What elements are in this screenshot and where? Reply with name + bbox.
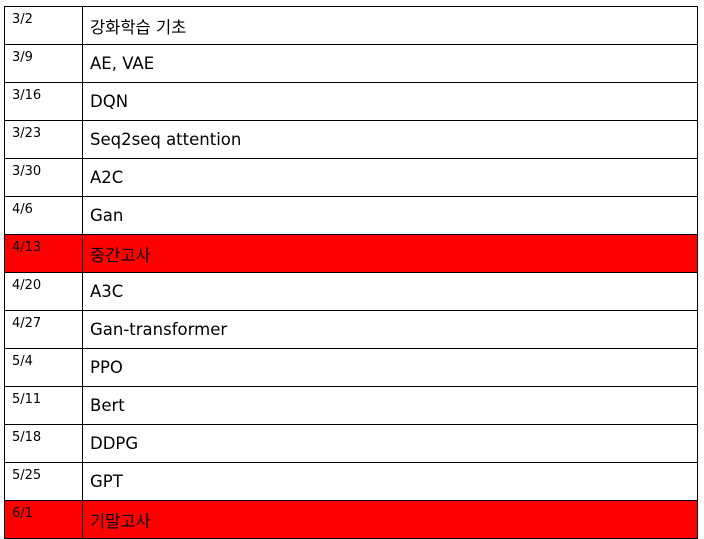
date-cell: 3/23 [4,120,83,159]
date-cell: 3/9 [4,44,83,83]
date-cell: 3/2 [4,6,83,45]
table-row: 4/20 A3C [4,272,698,311]
topic-cell: 기말고사 [82,500,698,539]
topic-cell: 강화학습 기초 [82,6,698,45]
topic-cell: A3C [82,272,698,311]
schedule-body: 3/2 강화학습 기초 3/9 AE, VAE 3/16 DQN 3/23 Se… [4,6,698,539]
topic-cell: DDPG [82,424,698,463]
topic-cell: A2C [82,158,698,197]
table-row: 5/4 PPO [4,348,698,387]
date-cell: 4/20 [4,272,83,311]
topic-cell: Seq2seq attention [82,120,698,159]
table-row-highlight: 6/1 기말고사 [4,500,698,539]
date-cell: 4/13 [4,234,83,273]
topic-cell: AE, VAE [82,44,698,83]
table-row: 5/11 Bert [4,386,698,425]
date-cell: 5/11 [4,386,83,425]
date-cell: 3/30 [4,158,83,197]
table-row: 3/30 A2C [4,158,698,197]
schedule-table: 3/2 강화학습 기초 3/9 AE, VAE 3/16 DQN 3/23 Se… [4,6,698,539]
date-cell: 5/25 [4,462,83,501]
date-cell: 4/6 [4,196,83,235]
table-row: 3/16 DQN [4,82,698,121]
date-cell: 3/16 [4,82,83,121]
topic-cell: Bert [82,386,698,425]
table-row: 4/6 Gan [4,196,698,235]
date-cell: 6/1 [4,500,83,539]
table-row-highlight: 4/13 중간고사 [4,234,698,273]
table-row: 3/23 Seq2seq attention [4,120,698,159]
table-row: 5/25 GPT [4,462,698,501]
topic-cell: Gan [82,196,698,235]
table-row: 5/18 DDPG [4,424,698,463]
table-row: 4/27 Gan-transformer [4,310,698,349]
date-cell: 5/4 [4,348,83,387]
topic-cell: PPO [82,348,698,387]
date-cell: 5/18 [4,424,83,463]
topic-cell: 중간고사 [82,234,698,273]
topic-cell: Gan-transformer [82,310,698,349]
table-row: 3/2 강화학습 기초 [4,6,698,45]
topic-cell: DQN [82,82,698,121]
date-cell: 4/27 [4,310,83,349]
topic-cell: GPT [82,462,698,501]
table-row: 3/9 AE, VAE [4,44,698,83]
